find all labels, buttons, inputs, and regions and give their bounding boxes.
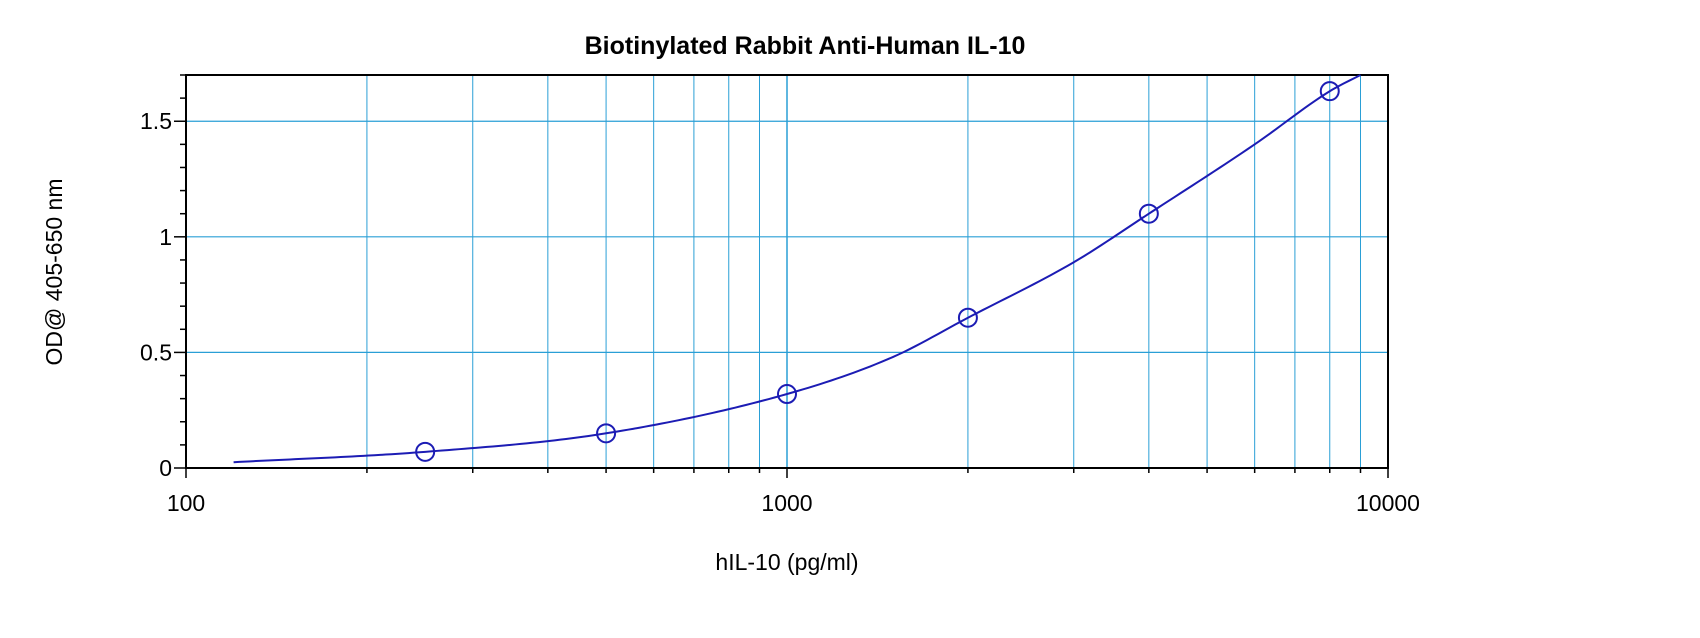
x-tick-label: 10000	[1356, 490, 1420, 516]
y-tick-label: 0	[159, 455, 172, 481]
data-point	[1138, 203, 1159, 224]
y-tick-label: 0.5	[140, 339, 172, 365]
data-point	[596, 423, 617, 444]
x-tick-label: 100	[167, 490, 205, 516]
plot-frame	[185, 74, 1389, 469]
y-tick-label: 1.5	[140, 108, 172, 134]
x-axis-label: hIL-10 (pg/ml)	[715, 549, 858, 575]
y-tick-label: 1	[159, 224, 172, 250]
y-axis-label: OD@ 405-650 nm	[41, 179, 67, 366]
data-point	[1319, 81, 1340, 102]
fit-curve	[233, 74, 1361, 464]
chart-title: Biotinylated Rabbit Anti-Human IL-10	[585, 32, 1026, 60]
axis-ticks	[174, 74, 1389, 478]
x-tick-labels: 100 1000 10000	[167, 490, 1420, 516]
y-tick-labels: 0 0.5 1 1.5	[140, 108, 172, 481]
data-point	[777, 384, 797, 405]
data-point	[957, 307, 978, 328]
x-tick-label: 1000	[761, 490, 812, 516]
data-points	[415, 81, 1340, 462]
grid	[186, 75, 1388, 468]
data-point	[415, 441, 436, 462]
